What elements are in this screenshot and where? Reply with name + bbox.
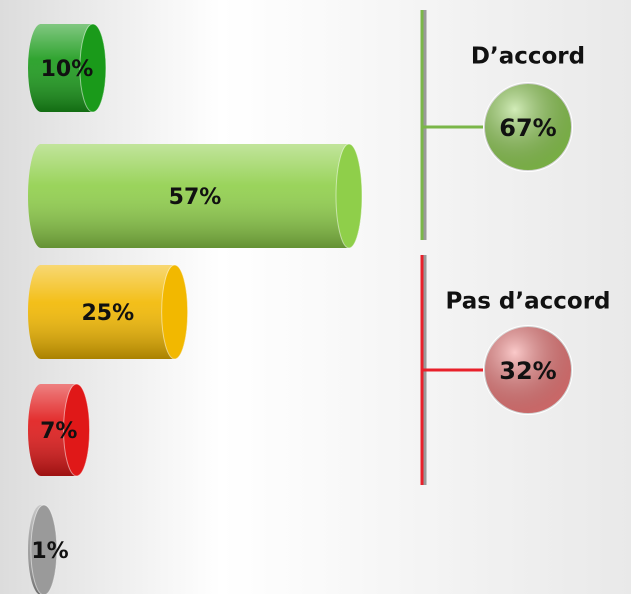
bar [28,264,189,360]
bar [28,23,107,113]
value-label: 10% [41,57,94,82]
bar-body [28,265,188,359]
bar [28,143,363,249]
value-label: 1% [31,539,68,564]
group-label: D’accord [471,44,585,70]
bar-body [28,144,362,248]
bubble-shine [484,326,572,414]
bubble-shine [484,83,572,171]
bar-cap [63,383,91,477]
bar-cap [161,264,189,360]
bar-cap [335,143,363,249]
value-label: 7% [40,419,77,444]
group-value: 67% [499,114,556,142]
group-value: 32% [499,357,556,385]
value-label: 57% [169,185,222,210]
value-label: 25% [81,301,134,326]
bar-cap [79,23,107,113]
bar [28,383,91,477]
group-label: Pas d’accord [445,289,610,315]
bar [28,504,58,594]
bar-cap [30,504,58,594]
